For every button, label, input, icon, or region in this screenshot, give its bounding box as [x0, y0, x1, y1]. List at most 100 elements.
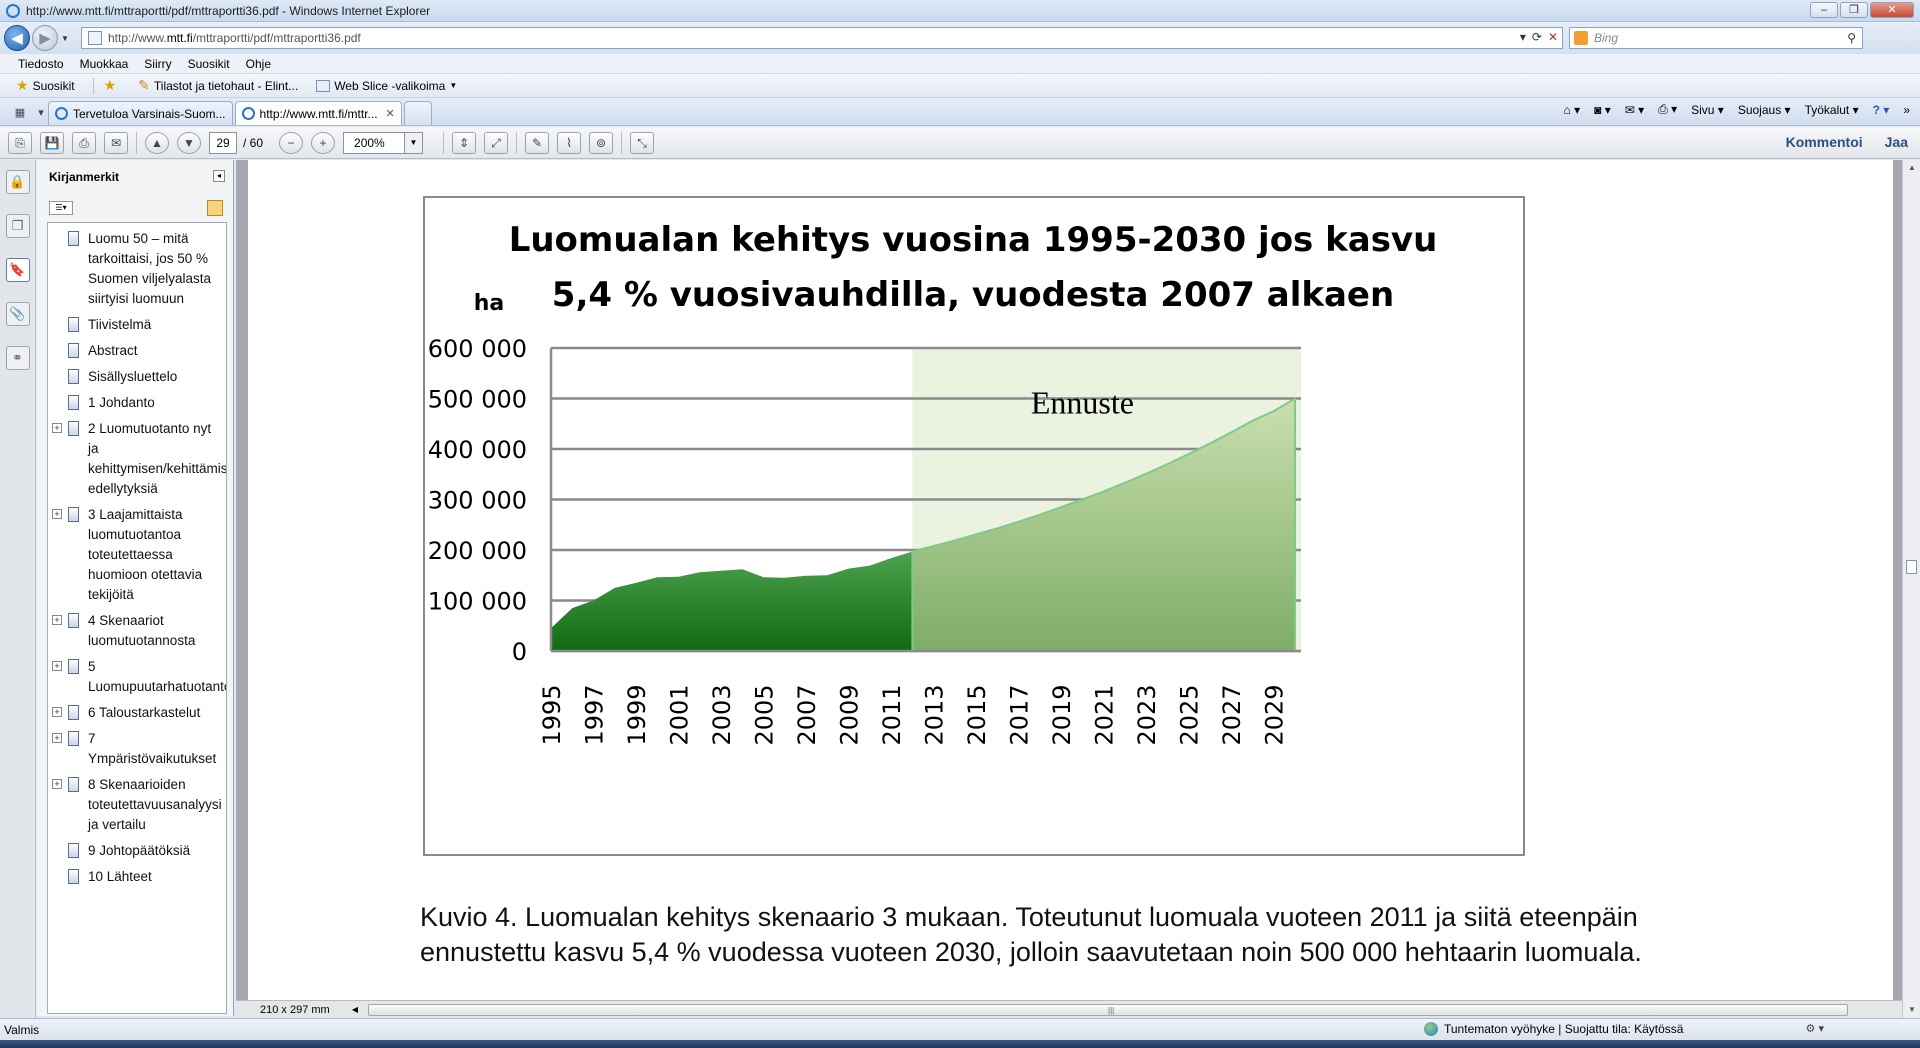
window-title: http://www.mtt.fi/mttraportti/pdf/mttrap…	[26, 3, 431, 18]
scroll-left-icon[interactable]: ◀	[351, 1005, 359, 1014]
sign-icon[interactable]: ✎	[525, 131, 550, 154]
close-window-button[interactable]: ✕	[1870, 2, 1914, 18]
attachments-icon[interactable]: 📎	[5, 302, 30, 326]
safety-menu[interactable]: Suojaus ▾	[1737, 102, 1791, 117]
menu-file[interactable]: Tiedosto	[18, 56, 64, 71]
bookmark-item[interactable]: +3 Laajamittaista luomutuotantoa toteute…	[48, 505, 226, 605]
share-button[interactable]: Jaa	[1884, 134, 1908, 150]
favorite-link-stats[interactable]: ✎ Tilastot ja tietohaut - Elint...	[138, 77, 298, 94]
bookmark-label: 9 Johtopäätöksiä	[88, 843, 191, 858]
more-icon[interactable]: »	[1903, 102, 1910, 117]
refresh-icon[interactable]: ⟳	[1531, 30, 1542, 44]
bookmark-item[interactable]: +5 Luomupuutarhatuotanto	[48, 657, 226, 697]
comment-button[interactable]: Kommentoi	[1785, 134, 1863, 150]
ie-page-icon	[55, 107, 68, 120]
zoom-control-icon[interactable]: ⚙ ▾	[1805, 1023, 1824, 1035]
create-pdf-icon[interactable]: ⎘	[8, 131, 32, 154]
scroll-down-icon[interactable]: ▼	[1908, 1005, 1916, 1014]
print-icon[interactable]: ⎙ ▾	[1658, 102, 1678, 116]
menu-edit[interactable]: Muokkaa	[79, 56, 129, 71]
scroll-up-icon[interactable]: ▲	[1908, 163, 1916, 172]
expand-icon[interactable]: +	[52, 509, 62, 519]
tab-mtt-pdf[interactable]: http://www.mtt.fi/mttr... ✕	[234, 101, 402, 125]
zoom-dropdown-icon[interactable]: ▼	[405, 131, 424, 154]
tab-list-dropdown-icon[interactable]: ▾	[38, 106, 44, 119]
history-dropdown-icon[interactable]: ▼	[61, 33, 69, 43]
expand-icon[interactable]: ⤡	[630, 131, 655, 154]
stop-icon[interactable]: ✕	[1547, 30, 1558, 44]
email-icon[interactable]: ✉	[104, 131, 128, 154]
search-icon[interactable]: ⚲	[1847, 31, 1856, 45]
home-icon[interactable]: ⌂ ▾	[1563, 102, 1581, 117]
series-actual-area	[551, 551, 913, 651]
mail-icon[interactable]: ✉ ▾	[1624, 102, 1645, 117]
quick-tabs-icon[interactable]: ▦	[14, 106, 26, 119]
bookmark-item[interactable]: +8 Skenaarioiden toteutettavuusanalyysi …	[48, 775, 226, 835]
bookmark-item[interactable]: +7 Ympäristövaikutukset	[48, 729, 226, 769]
bookmarks-icon[interactable]: 🔖	[5, 258, 30, 282]
feeds-icon[interactable]: ◙ ▾	[1594, 102, 1611, 117]
close-tab-icon[interactable]: ✕	[385, 108, 395, 120]
web-slice-gallery-link[interactable]: Web Slice -valikoima ▼	[316, 79, 457, 93]
lock-icon[interactable]: 🔒	[5, 170, 30, 194]
find-bookmark-icon[interactable]	[207, 200, 223, 216]
bookmark-item[interactable]: 10 Lähteet	[48, 867, 226, 887]
bookmark-item[interactable]: +2 Luomutuotanto nyt ja kehittymisen/keh…	[48, 419, 226, 499]
collapse-panel-icon[interactable]: ◂	[213, 170, 225, 182]
expand-icon[interactable]: +	[52, 615, 62, 625]
document-viewport[interactable]: Luomualan kehitys vuosina 1995-2030 jos …	[236, 160, 1902, 1000]
bookmark-item[interactable]: 1 Johdanto	[48, 393, 226, 413]
vertical-scrollbar[interactable]: ▲ ▼	[1902, 160, 1920, 1018]
help-icon[interactable]: ? ▾	[1872, 102, 1890, 117]
bookmark-item[interactable]: Luomu 50 – mitä tarkoittaisi, jos 50 % S…	[48, 229, 226, 309]
zoom-level-input[interactable]: 200%	[343, 131, 406, 154]
tools-menu[interactable]: Työkalut ▾	[1804, 102, 1859, 117]
attach-icon[interactable]: ⌇	[557, 131, 582, 154]
feed-icon: ✎	[138, 77, 150, 93]
bookmark-icon	[68, 843, 79, 858]
new-tab-button[interactable]	[403, 101, 432, 125]
expand-icon[interactable]: +	[52, 661, 62, 671]
bookmark-item[interactable]: Sisällysluettelo	[48, 367, 226, 387]
menu-favorites[interactable]: Suosikit	[187, 56, 230, 71]
fit-width-icon[interactable]: ⇕	[452, 131, 477, 154]
scroll-thumb[interactable]	[1906, 560, 1917, 574]
page-number-input[interactable]: 29	[209, 131, 237, 154]
security-zone[interactable]: Tuntematon vyöhyke | Suojattu tila: Käyt…	[1424, 1022, 1683, 1036]
print-doc-icon[interactable]: ⎙	[72, 131, 96, 154]
maximize-button[interactable]: ❐	[1840, 2, 1868, 18]
bookmark-item[interactable]: Tiivistelmä	[48, 315, 226, 335]
address-dropdown-icon[interactable]: ▾	[1519, 30, 1526, 44]
menu-help[interactable]: Ohje	[245, 56, 272, 71]
tab-varsinais-suomi[interactable]: Tervetuloa Varsinais-Suom...	[48, 101, 233, 125]
forward-button[interactable]: ▶	[32, 25, 58, 51]
expand-icon[interactable]: +	[52, 423, 62, 433]
page-menu[interactable]: Sivu ▾	[1691, 102, 1724, 117]
search-input[interactable]: Bing ⚲	[1569, 27, 1863, 49]
bookmark-item[interactable]: Abstract	[48, 341, 226, 361]
back-button[interactable]: ◀	[4, 25, 30, 51]
minimize-button[interactable]: –	[1810, 2, 1838, 18]
favorites-button[interactable]: ★ Suosikit	[16, 77, 75, 94]
pages-icon[interactable]: ❐	[5, 214, 30, 238]
horizontal-scrollbar[interactable]: |||	[368, 1003, 1848, 1016]
options-dropdown-icon[interactable]: ☰▾	[49, 201, 73, 215]
address-bar[interactable]: http://www. mtt.fi/mttraportti/pdf/mttrap…	[81, 27, 1563, 49]
save-icon[interactable]: 💾	[40, 131, 64, 154]
expand-icon[interactable]: +	[52, 733, 62, 743]
expand-icon[interactable]: +	[52, 779, 62, 789]
next-page-icon[interactable]: ▼	[177, 131, 201, 154]
expand-icon[interactable]: +	[52, 707, 62, 717]
url-domain: mtt.fi	[166, 31, 193, 45]
previous-page-icon[interactable]: ▲	[145, 131, 169, 154]
menu-go[interactable]: Siirry	[144, 56, 172, 71]
zoom-out-icon[interactable]: −	[279, 131, 304, 154]
fit-page-icon[interactable]: ⤢	[484, 131, 509, 154]
add-favorite-button[interactable]: ★	[104, 77, 121, 94]
bookmark-item[interactable]: +6 Taloustarkastelut	[48, 703, 226, 723]
bookmark-item[interactable]: +4 Skenaariot luomutuotannosta	[48, 611, 226, 651]
stamp-icon[interactable]: ⊚	[589, 131, 614, 154]
search-binoculars-icon[interactable]: ⚭	[5, 346, 30, 370]
zoom-in-icon[interactable]: +	[311, 131, 336, 154]
bookmark-item[interactable]: 9 Johtopäätöksiä	[48, 841, 226, 861]
